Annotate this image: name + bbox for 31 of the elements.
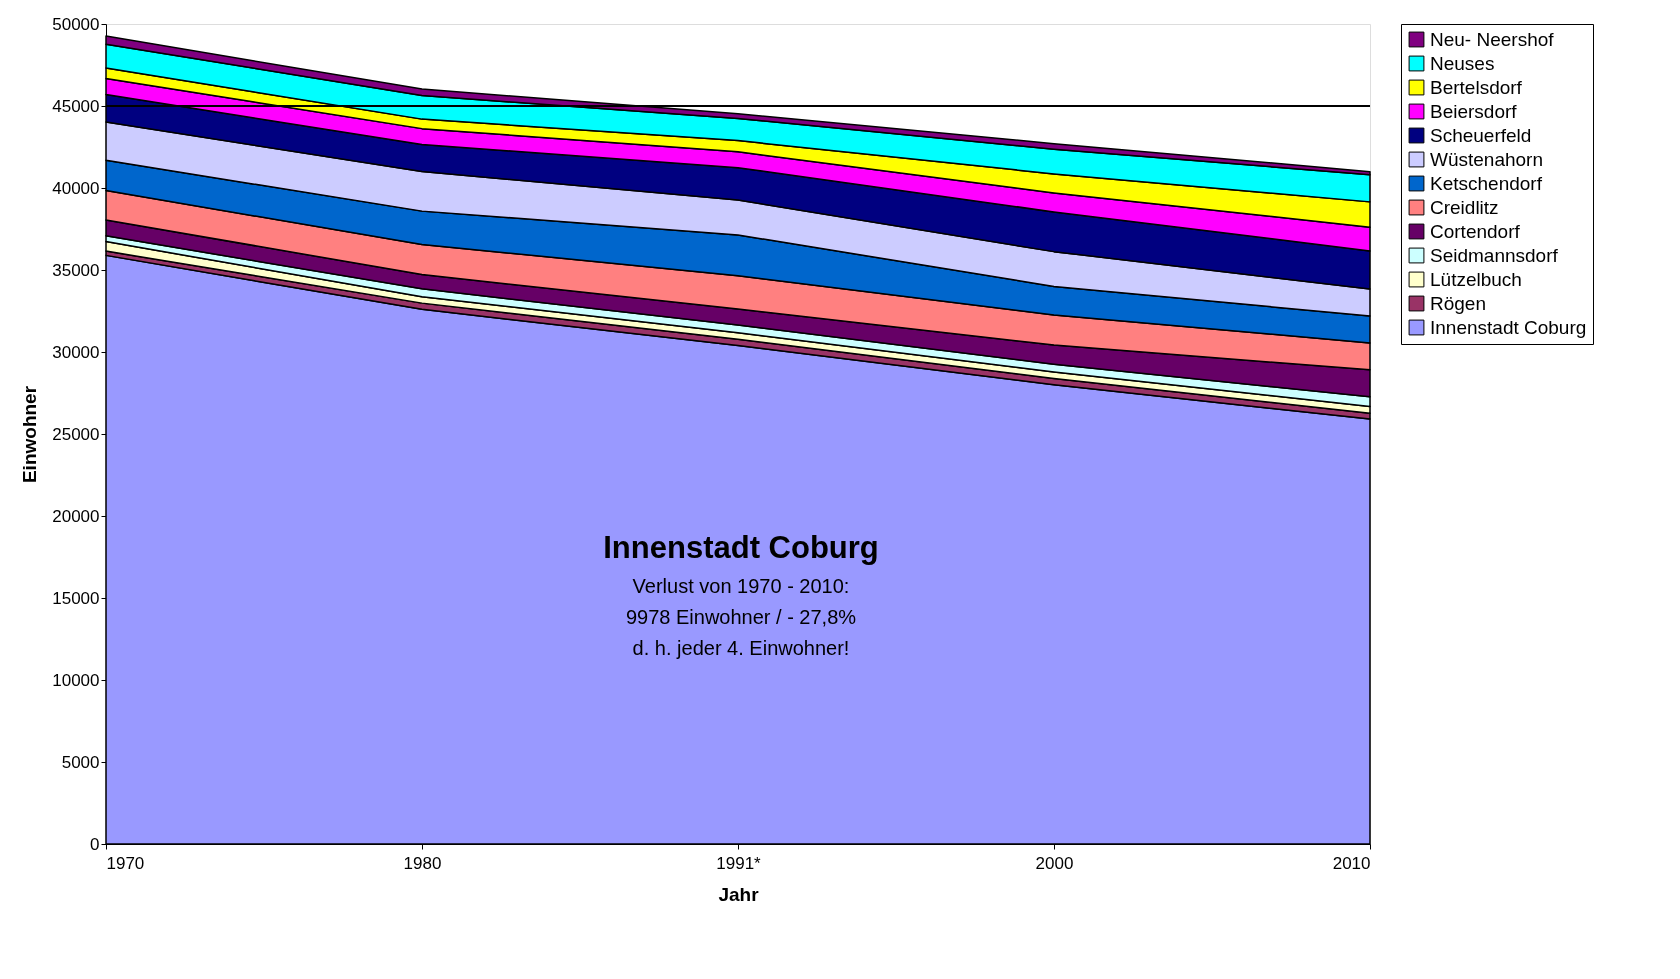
y-tick-label: 35000 xyxy=(52,260,100,280)
y-tick-label: 10000 xyxy=(52,670,100,690)
x-tick-label: 1991* xyxy=(716,853,762,873)
y-tick-label: 45000 xyxy=(52,96,100,116)
x-tick-label: 2010 xyxy=(1332,853,1371,873)
y-tick-label: 20000 xyxy=(52,506,100,526)
legend-label: Cortendorf xyxy=(1430,220,1521,242)
legend-label: Rögen xyxy=(1430,292,1486,314)
legend-label: Bertelsdorf xyxy=(1430,76,1523,98)
y-tick-label: 5000 xyxy=(61,752,100,772)
legend-label: Creidlitz xyxy=(1430,196,1499,218)
y-tick-label: 50000 xyxy=(52,14,100,34)
legend-label: Lützelbuch xyxy=(1430,268,1522,290)
y-tick-label: 25000 xyxy=(52,424,100,444)
x-tick-label: 1980 xyxy=(403,853,442,873)
y-tick-label: 15000 xyxy=(52,588,100,608)
x-axis-title: Jahr xyxy=(718,883,760,905)
x-tick-label: 2000 xyxy=(1035,853,1074,873)
legend-label: Seidmannsdorf xyxy=(1430,244,1559,266)
y-tick-label: 0 xyxy=(90,834,100,854)
legend-label: Wüstenahorn xyxy=(1430,148,1544,170)
legend-label: Neuses xyxy=(1430,52,1495,74)
legend-label: Innenstadt Coburg xyxy=(1430,316,1587,338)
legend-label: Ketschendorf xyxy=(1430,172,1543,194)
legend-label: Neu- Neershof xyxy=(1430,28,1555,50)
y-tick-label: 30000 xyxy=(52,342,100,362)
legend-label: Scheuerfeld xyxy=(1430,124,1532,146)
x-tick-label: 1970 xyxy=(106,853,145,873)
y-tick-label: 40000 xyxy=(52,178,100,198)
legend-label: Beiersdorf xyxy=(1430,100,1518,122)
y-axis-title: Einwohner xyxy=(19,385,41,484)
